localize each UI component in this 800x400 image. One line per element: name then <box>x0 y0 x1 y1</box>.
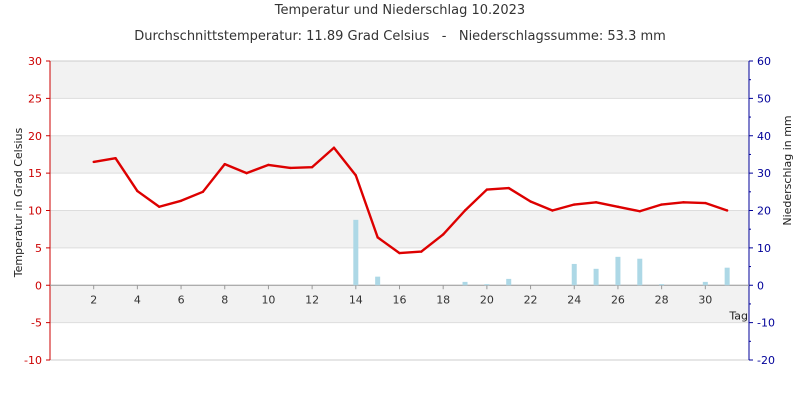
temperature-point <box>551 209 554 212</box>
temperature-point <box>682 201 685 204</box>
temperature-point <box>223 162 226 166</box>
temperature-point <box>332 146 336 149</box>
x-axis-tick-label: 20 <box>480 293 494 306</box>
precipitation-bar <box>571 263 577 286</box>
right-axis-tick-label: 50 <box>757 92 771 105</box>
left-axis-tick-label: -5 <box>31 317 42 330</box>
left-axis-tick-label: 20 <box>28 130 42 143</box>
left-axis-tick-label: 0 <box>35 279 42 292</box>
temperature-point <box>594 201 598 204</box>
temperature-point <box>463 209 467 212</box>
grid-band <box>50 210 749 248</box>
left-axis-label: Temperatur in Grad Celsius <box>12 128 25 279</box>
temperature-point <box>616 205 620 208</box>
temperature-point <box>267 163 270 167</box>
x-axis-tick-label: 16 <box>393 293 407 306</box>
precipitation-bar <box>353 219 359 286</box>
precipitation-bar <box>637 258 643 286</box>
temperature-point <box>725 209 729 212</box>
right-axis-label: Niederschlag in mm <box>781 115 794 225</box>
temperature-point <box>310 165 314 169</box>
x-axis-tick-label: 8 <box>221 293 228 306</box>
temperature-point <box>92 160 95 164</box>
right-axis-tick-label: 10 <box>757 242 771 255</box>
left-axis-tick-label: 25 <box>28 92 42 105</box>
right-axis-tick-label: 60 <box>757 55 771 68</box>
right-axis-tick-label: 40 <box>757 130 771 143</box>
temperature-point <box>245 171 248 175</box>
precipitation-bar <box>593 268 599 286</box>
temperature-point <box>485 188 489 191</box>
temperature-point <box>420 250 423 253</box>
left-axis-tick-label: 30 <box>28 55 42 68</box>
temperature-point <box>354 174 358 177</box>
x-axis-tick-label: 18 <box>436 293 450 306</box>
temperature-point <box>289 166 292 170</box>
left-axis-tick-label: 5 <box>35 242 42 255</box>
temperature-point <box>201 190 205 194</box>
right-axis-tick-label: 20 <box>757 205 771 218</box>
precipitation-bar <box>724 267 730 286</box>
temperature-point <box>158 205 161 208</box>
x-axis-tick-label: 10 <box>261 293 275 306</box>
left-axis-tick-label: 15 <box>28 167 42 180</box>
right-axis-tick-label: 0 <box>757 279 764 292</box>
left-axis-tick-label: -10 <box>24 354 42 367</box>
precipitation-bar <box>659 284 665 286</box>
x-axis-tick-label: 12 <box>305 293 319 306</box>
precipitation-bar <box>375 276 381 286</box>
x-axis-tick-label: 2 <box>90 293 97 306</box>
chart-subtitle: Durchschnittstemperatur: 11.89 Grad Cels… <box>134 29 666 44</box>
precipitation-bar <box>702 281 708 286</box>
temperature-point <box>529 200 532 203</box>
left-axis-tick-label: 10 <box>28 205 42 218</box>
x-axis-tick-label: 6 <box>178 293 185 306</box>
grid-band <box>50 135 749 174</box>
right-axis-tick-label: -20 <box>757 354 775 367</box>
temperature-point <box>638 210 641 213</box>
temperature-point <box>398 251 401 255</box>
temperature-point <box>704 201 707 205</box>
temperature-point <box>573 203 576 206</box>
temperature-line <box>93 146 728 255</box>
x-axis-label: Tag <box>728 309 748 322</box>
precipitation-bar <box>615 256 621 286</box>
grid-band <box>50 285 749 323</box>
temperature-point <box>441 233 445 236</box>
x-axis-tick-label: 28 <box>655 293 669 306</box>
chart-title: Temperatur und Niederschlag 10.2023 <box>274 3 526 18</box>
precipitation-bar <box>506 278 512 286</box>
temperature-point <box>376 236 379 239</box>
temperature-point <box>114 156 117 160</box>
x-axis-tick-label: 14 <box>349 293 363 306</box>
temperature-point <box>136 189 139 193</box>
precipitation-bar <box>484 284 490 286</box>
precipitation-bar <box>462 281 468 286</box>
x-axis-tick-label: 26 <box>611 293 625 306</box>
x-axis-tick-label: 4 <box>134 293 141 306</box>
right-axis-tick-label: -10 <box>757 317 775 330</box>
x-axis-tick-label: 24 <box>567 293 581 306</box>
right-axis-tick-label: 30 <box>757 167 771 180</box>
temperature-point <box>179 199 183 202</box>
grid-band <box>50 61 749 99</box>
x-axis-tick-label: 22 <box>524 293 538 306</box>
temperature-point <box>660 203 663 206</box>
x-axis-tick-label: 30 <box>698 293 712 306</box>
temperature-point <box>507 186 510 190</box>
